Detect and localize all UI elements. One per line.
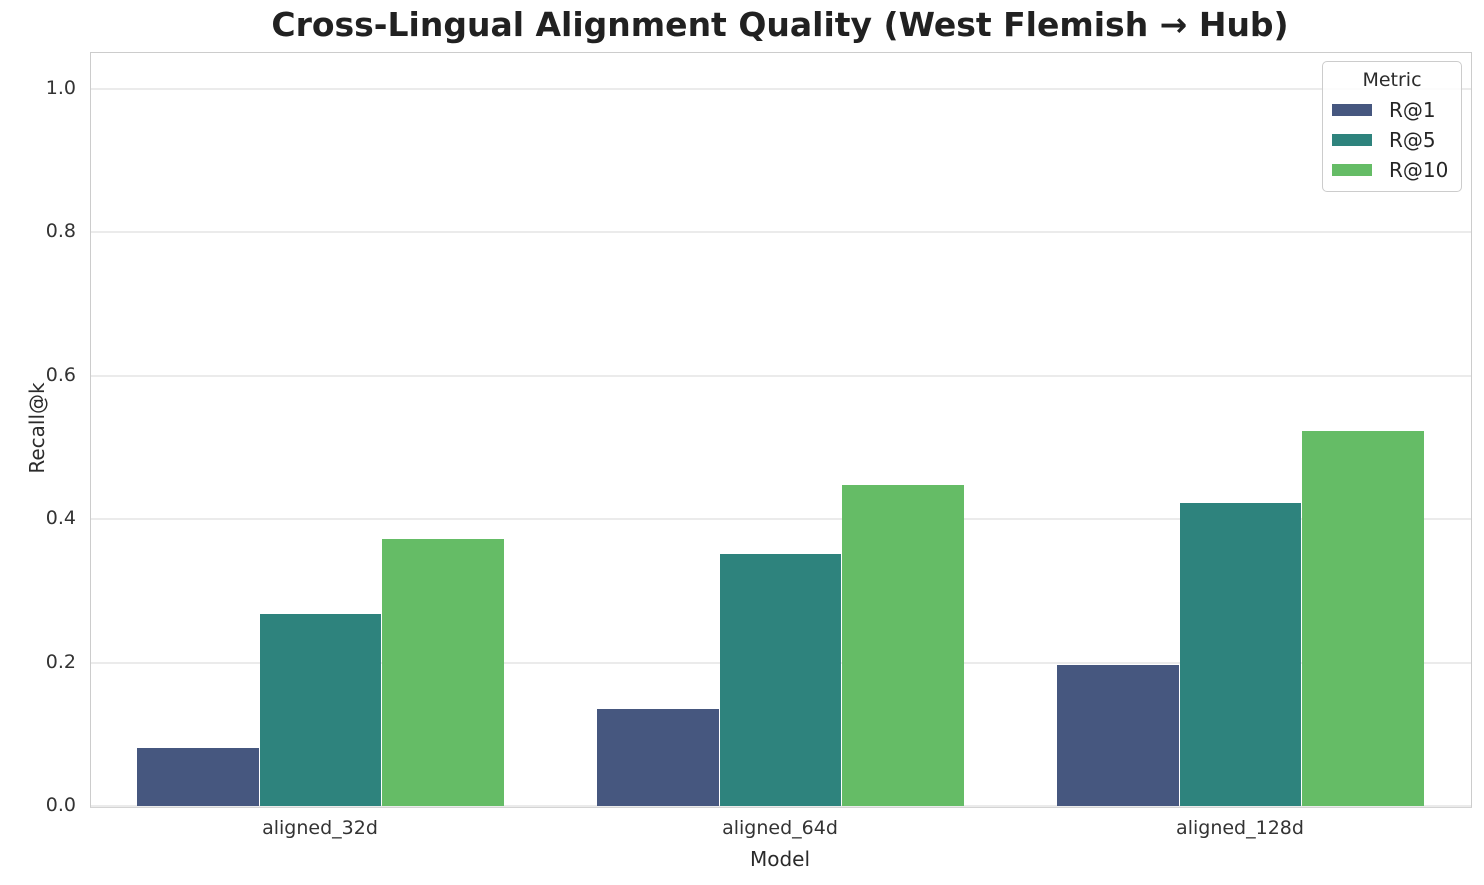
y-tick-label-1.0: 1.0: [45, 76, 76, 99]
legend-rows: R@1 R@5 R@10: [1323, 95, 1461, 185]
bar-aligned_32d-R@5: [259, 613, 382, 806]
legend: Metric R@1 R@5 R@10: [1322, 61, 1462, 192]
legend-label-R@10: R@10: [1389, 158, 1449, 182]
legend-label-R@5: R@5: [1389, 128, 1436, 152]
y-axis-label: Recall@k: [25, 382, 49, 474]
y-tick-label-0.8: 0.8: [45, 220, 76, 243]
bar-aligned_32d-R@10: [382, 539, 504, 806]
y-tick-label-0.2: 0.2: [45, 650, 76, 673]
legend-item-R@5: R@5: [1323, 125, 1461, 155]
gridline-y-0: [91, 805, 1471, 807]
legend-swatch-R@10: [1332, 164, 1372, 176]
gridline-y-0.8: [91, 231, 1471, 234]
legend-swatch-R@5: [1332, 134, 1372, 146]
legend-title: Metric: [1362, 69, 1422, 91]
bar-aligned_64d-R@1: [597, 709, 719, 806]
legend-item-R@10: R@10: [1323, 155, 1461, 185]
plot-area: [90, 52, 1472, 808]
bar-aligned_64d-R@10: [842, 485, 964, 806]
bar-aligned_128d-R@5: [1179, 503, 1302, 806]
bar-aligned_64d-R@5: [719, 554, 842, 806]
y-tick-label-0.4: 0.4: [45, 507, 76, 530]
legend-swatch-R@1: [1332, 104, 1372, 116]
x-tick-label-aligned_64d: aligned_64d: [722, 817, 838, 839]
bar-aligned_32d-R@1: [137, 747, 259, 806]
y-tick-label-0.6: 0.6: [45, 363, 76, 386]
bar-aligned_128d-R@10: [1302, 430, 1424, 806]
gridline-y-1: [91, 87, 1471, 90]
y-tick-label-0.0: 0.0: [45, 794, 76, 816]
legend-item-R@1: R@1: [1323, 95, 1461, 125]
x-tick-label-aligned_128d: aligned_128d: [1176, 817, 1304, 839]
x-tick-label-aligned_32d: aligned_32d: [262, 817, 378, 839]
x-axis-label: Model: [749, 847, 811, 871]
chart-title: Cross-Lingual Alignment Quality (West Fl…: [271, 5, 1289, 44]
gridline-y-0.6: [91, 374, 1471, 377]
legend-label-R@1: R@1: [1389, 98, 1436, 122]
bar-aligned_128d-R@1: [1057, 665, 1179, 806]
gridline-y-0.4: [91, 518, 1471, 521]
